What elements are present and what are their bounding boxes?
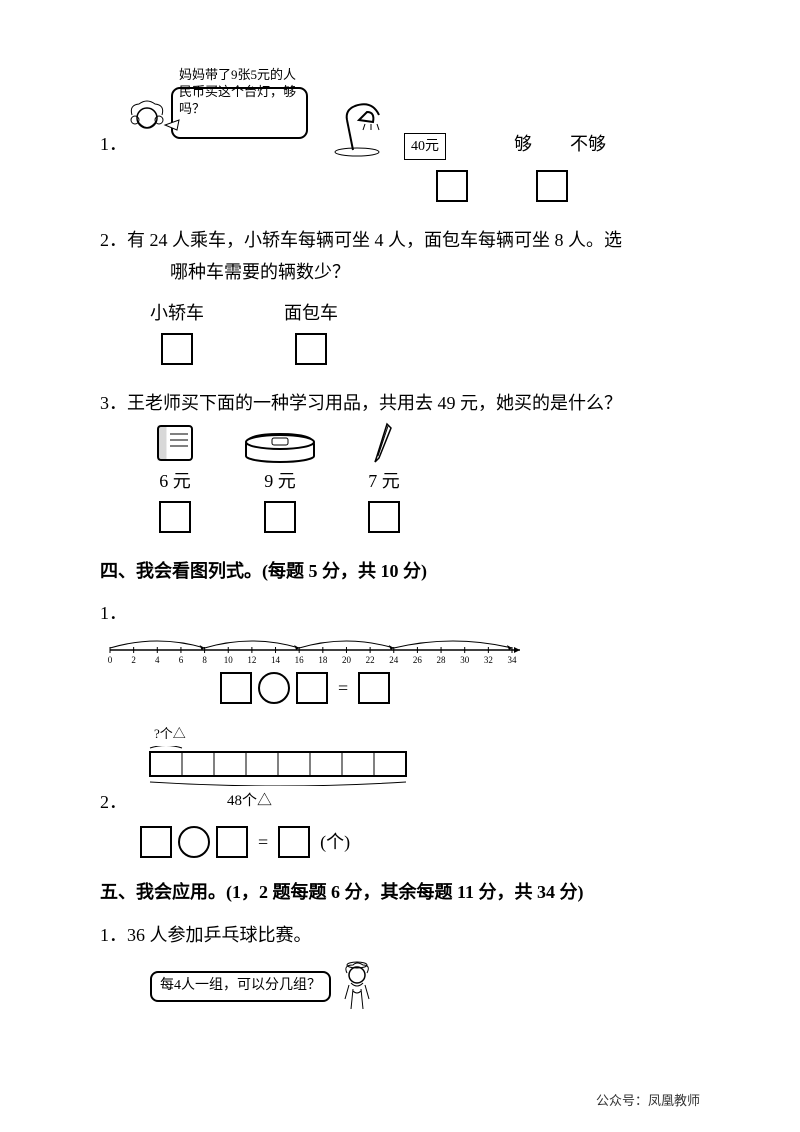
pencilcase-icon bbox=[240, 420, 320, 465]
s5-q1: 1．36 人参加乒乓球比赛。 每4人一组，可以分几组？ bbox=[100, 919, 700, 1014]
q2-van-label: 面包车 bbox=[284, 297, 338, 329]
section-4-title: 四、我会看图列式。(每题 5 分，共 10 分) bbox=[100, 555, 700, 587]
s4-top-label: ?个△ bbox=[154, 722, 700, 745]
number-line: 0246810121416182022242628303234 bbox=[100, 630, 530, 664]
eq1-box1[interactable] bbox=[220, 672, 252, 704]
s4-q2-num: 2． bbox=[100, 786, 127, 818]
q2-check-van[interactable] bbox=[295, 333, 327, 365]
eq1-box3[interactable] bbox=[358, 672, 390, 704]
svg-text:6: 6 bbox=[179, 655, 184, 664]
svg-text:34: 34 bbox=[508, 655, 518, 664]
svg-text:18: 18 bbox=[318, 655, 328, 664]
q1-price: 40元 bbox=[404, 133, 446, 160]
svg-text:24: 24 bbox=[389, 655, 399, 664]
q3-price3: 7 元 bbox=[368, 465, 400, 497]
bar-diagram bbox=[140, 746, 420, 786]
eq1-equals: = bbox=[338, 672, 348, 704]
eq2-box2[interactable] bbox=[216, 826, 248, 858]
q1-number: 1． bbox=[100, 128, 127, 160]
svg-text:22: 22 bbox=[366, 655, 375, 664]
svg-text:14: 14 bbox=[271, 655, 281, 664]
s4-q1: 1． 0246810121416182022242628303234 = bbox=[100, 597, 700, 704]
q1-check-b[interactable] bbox=[536, 170, 568, 202]
eq2-box1[interactable] bbox=[140, 826, 172, 858]
eq2-equals: = bbox=[258, 826, 268, 858]
svg-text:30: 30 bbox=[460, 655, 470, 664]
eq1-op[interactable] bbox=[258, 672, 290, 704]
s5-q1-text: 36 人参加乒乓球比赛。 bbox=[127, 925, 312, 945]
q3-check-3[interactable] bbox=[368, 501, 400, 533]
q2-number: 2． bbox=[100, 224, 127, 256]
s5-q1-num: 1． bbox=[100, 919, 127, 951]
eq2-box3[interactable] bbox=[278, 826, 310, 858]
svg-text:8: 8 bbox=[202, 655, 207, 664]
q2-text1: 有 24 人乘车，小轿车每辆可坐 4 人，面包车每辆可坐 8 人。选 bbox=[127, 230, 622, 250]
q1-check-a[interactable] bbox=[436, 170, 468, 202]
q2-car-label: 小轿车 bbox=[150, 297, 204, 329]
svg-text:2: 2 bbox=[131, 655, 136, 664]
notebook-icon bbox=[150, 420, 200, 465]
svg-text:20: 20 bbox=[342, 655, 352, 664]
question-3: 3．王老师买下面的一种学习用品，共用去 49 元，她买的是什么？ 6 元 9 元 bbox=[100, 387, 700, 537]
question-1: 1． 妈妈带了9张5元的人民币买这个台灯，够吗？ 40元 够 bbox=[100, 80, 700, 206]
eq1-box2[interactable] bbox=[296, 672, 328, 704]
q3-check-1[interactable] bbox=[159, 501, 191, 533]
question-2: 2．有 24 人乘车，小轿车每辆可坐 4 人，面包车每辆可坐 8 人。选 哪种车… bbox=[100, 224, 700, 369]
s5-speech: 每4人一组，可以分几组？ bbox=[150, 971, 331, 1001]
q3-text: 王老师买下面的一种学习用品，共用去 49 元，她买的是什么？ bbox=[127, 393, 622, 413]
q3-price1: 6 元 bbox=[159, 465, 191, 497]
svg-text:4: 4 bbox=[155, 655, 160, 664]
svg-text:16: 16 bbox=[295, 655, 305, 664]
s4-q2-numrow: 2． 48个△ bbox=[140, 786, 700, 818]
q2-check-car[interactable] bbox=[161, 333, 193, 365]
q3-check-2[interactable] bbox=[264, 501, 296, 533]
q3-price2: 9 元 bbox=[264, 465, 296, 497]
pen-icon bbox=[369, 420, 399, 465]
s4-q2: ?个△ 2． 48个△ = (个) bbox=[140, 722, 700, 858]
q1-speech: 妈妈带了9张5元的人民币买这个台灯，够吗？ bbox=[179, 67, 304, 118]
eq2-unit: (个) bbox=[320, 826, 350, 858]
svg-text:10: 10 bbox=[224, 655, 234, 664]
svg-text:12: 12 bbox=[247, 655, 256, 664]
girl-icon bbox=[335, 959, 385, 1014]
svg-text:26: 26 bbox=[413, 655, 423, 664]
svg-text:0: 0 bbox=[108, 655, 113, 664]
q3-number: 3． bbox=[100, 387, 127, 419]
footer: 公众号：凤凰教师 bbox=[596, 1089, 700, 1112]
s4-q1-num: 1． bbox=[100, 597, 127, 629]
s4-48label: 48个△ bbox=[227, 788, 272, 815]
q1-opt-a: 够 bbox=[514, 128, 532, 160]
svg-text:32: 32 bbox=[484, 655, 493, 664]
svg-text:28: 28 bbox=[437, 655, 447, 664]
q1-opt-b: 不够 bbox=[570, 128, 606, 160]
q2-text2: 哪种车需要的辆数少？ bbox=[170, 256, 700, 288]
section-5-title: 五、我会应用。(1，2 题每题 6 分，其余每题 11 分，共 34 分) bbox=[100, 876, 700, 908]
eq2-op[interactable] bbox=[178, 826, 210, 858]
